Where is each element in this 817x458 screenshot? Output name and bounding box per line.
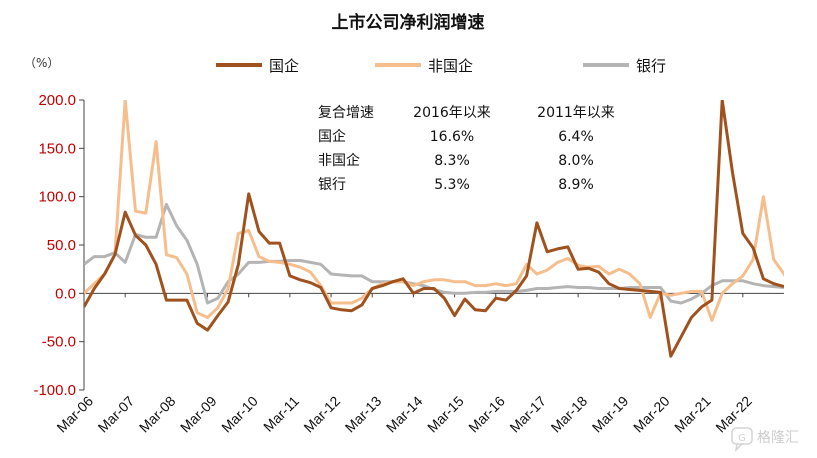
series-lines — [84, 100, 784, 358]
x-tick-label: Mar-11 — [260, 393, 302, 435]
x-tick-label: Mar-18 — [548, 393, 591, 436]
x-tick-label: Mar-10 — [218, 393, 261, 436]
annotation-header-1: 2016年以来 — [413, 105, 491, 121]
y-tick-label: 0.0 — [55, 285, 76, 302]
x-tick-label: Mar-08 — [136, 393, 179, 436]
watermark: G 格隆汇 — [731, 427, 799, 453]
annotation-row-2-label: 银行 — [318, 177, 346, 193]
x-tick-label: Mar-21 — [671, 393, 714, 436]
x-tick-label: Mar-13 — [342, 393, 385, 436]
annotation-row-0-value-1: 6.4% — [558, 129, 594, 145]
x-tick-label: Mar-12 — [300, 393, 343, 436]
x-tick-label: Mar-15 — [424, 393, 467, 436]
series-line-0 — [84, 100, 784, 358]
x-tick-label: Mar-17 — [506, 393, 549, 436]
y-axis-unit-label: （%） — [24, 56, 59, 70]
legend-label-1: 非国企 — [428, 57, 473, 75]
legend: 国企 非国企 银行 — [216, 57, 666, 75]
annotation-row-2-value-0: 5.3% — [434, 177, 470, 193]
annotation-row-2-value-1: 8.9% — [558, 177, 594, 193]
annotation-header-2: 2011年以来 — [537, 105, 615, 121]
annotation-row-0-value-0: 16.6% — [430, 129, 474, 145]
annotation-row-1-label: 非国企 — [318, 152, 360, 169]
svg-text:G: G — [738, 433, 746, 444]
watermark-text: 格隆汇 — [757, 430, 799, 446]
chat-bubble-logo-icon: G — [731, 427, 753, 453]
x-tick-label: Mar-16 — [465, 393, 508, 436]
x-tick-label: Mar-06 — [53, 393, 96, 436]
legend-label-2: 银行 — [636, 57, 666, 75]
y-tick-label: 100.0 — [38, 189, 76, 206]
x-tick-label: Mar-14 — [383, 393, 426, 436]
y-tick-label: 200.0 — [38, 92, 76, 109]
annotation-row-1-value-1: 8.0% — [558, 153, 594, 169]
x-tick-label: Mar-19 — [589, 393, 632, 436]
x-tick-label: Mar-07 — [95, 393, 138, 436]
y-axis: 200.0 150.0 100.0 50.0 0.0 -50.0 -100.0 — [33, 92, 85, 399]
series-line-2 — [84, 202, 784, 305]
annotation-table: 复合增速 2016年以来 2011年以来 国企 16.6% 6.4% 非国企 8… — [318, 104, 615, 193]
annotation-header-0: 复合增速 — [318, 104, 374, 121]
chart-title: 上市公司净利润增速 — [332, 12, 485, 33]
series-line-1 — [84, 100, 784, 322]
y-tick-label: 50.0 — [47, 237, 76, 254]
y-tick-label: -50.0 — [42, 334, 76, 351]
x-tick-label: Mar-09 — [177, 393, 220, 436]
annotation-row-0-label: 国企 — [318, 128, 346, 145]
y-tick-label: 150.0 — [38, 140, 76, 157]
x-tick-label: Mar-20 — [630, 393, 673, 436]
annotation-row-1-value-0: 8.3% — [434, 153, 470, 169]
y-tick-label: -100.0 — [33, 382, 76, 399]
legend-label-0: 国企 — [269, 57, 299, 75]
